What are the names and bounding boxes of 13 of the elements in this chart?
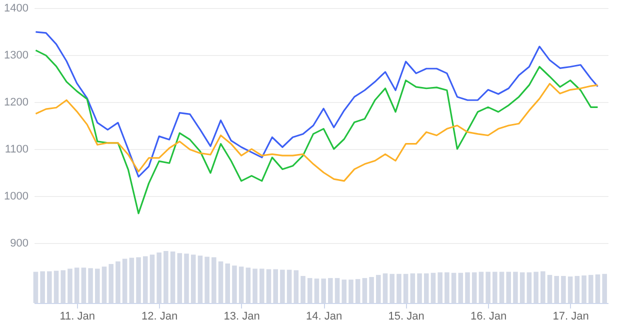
x-tick-label: 11. Jan <box>60 310 95 320</box>
x-tick-label: 17. Jan <box>552 310 589 320</box>
y-tick-label: 900 <box>10 238 28 250</box>
y-tick-label: 1200 <box>4 96 28 108</box>
x-tick-label: 14. Jan <box>306 310 342 320</box>
x-tick-label: 15. Jan <box>388 310 424 320</box>
x-tick-label: 12. Jan <box>142 310 178 320</box>
x-tick-label: 13. Jan <box>224 310 260 320</box>
y-tick-label: 1400 <box>4 2 28 14</box>
y-tick-label: 1100 <box>4 144 28 156</box>
y-tick-label: 1300 <box>4 50 28 62</box>
y-tick-label: 1000 <box>4 190 28 202</box>
x-tick-label: 16. Jan <box>470 310 507 320</box>
